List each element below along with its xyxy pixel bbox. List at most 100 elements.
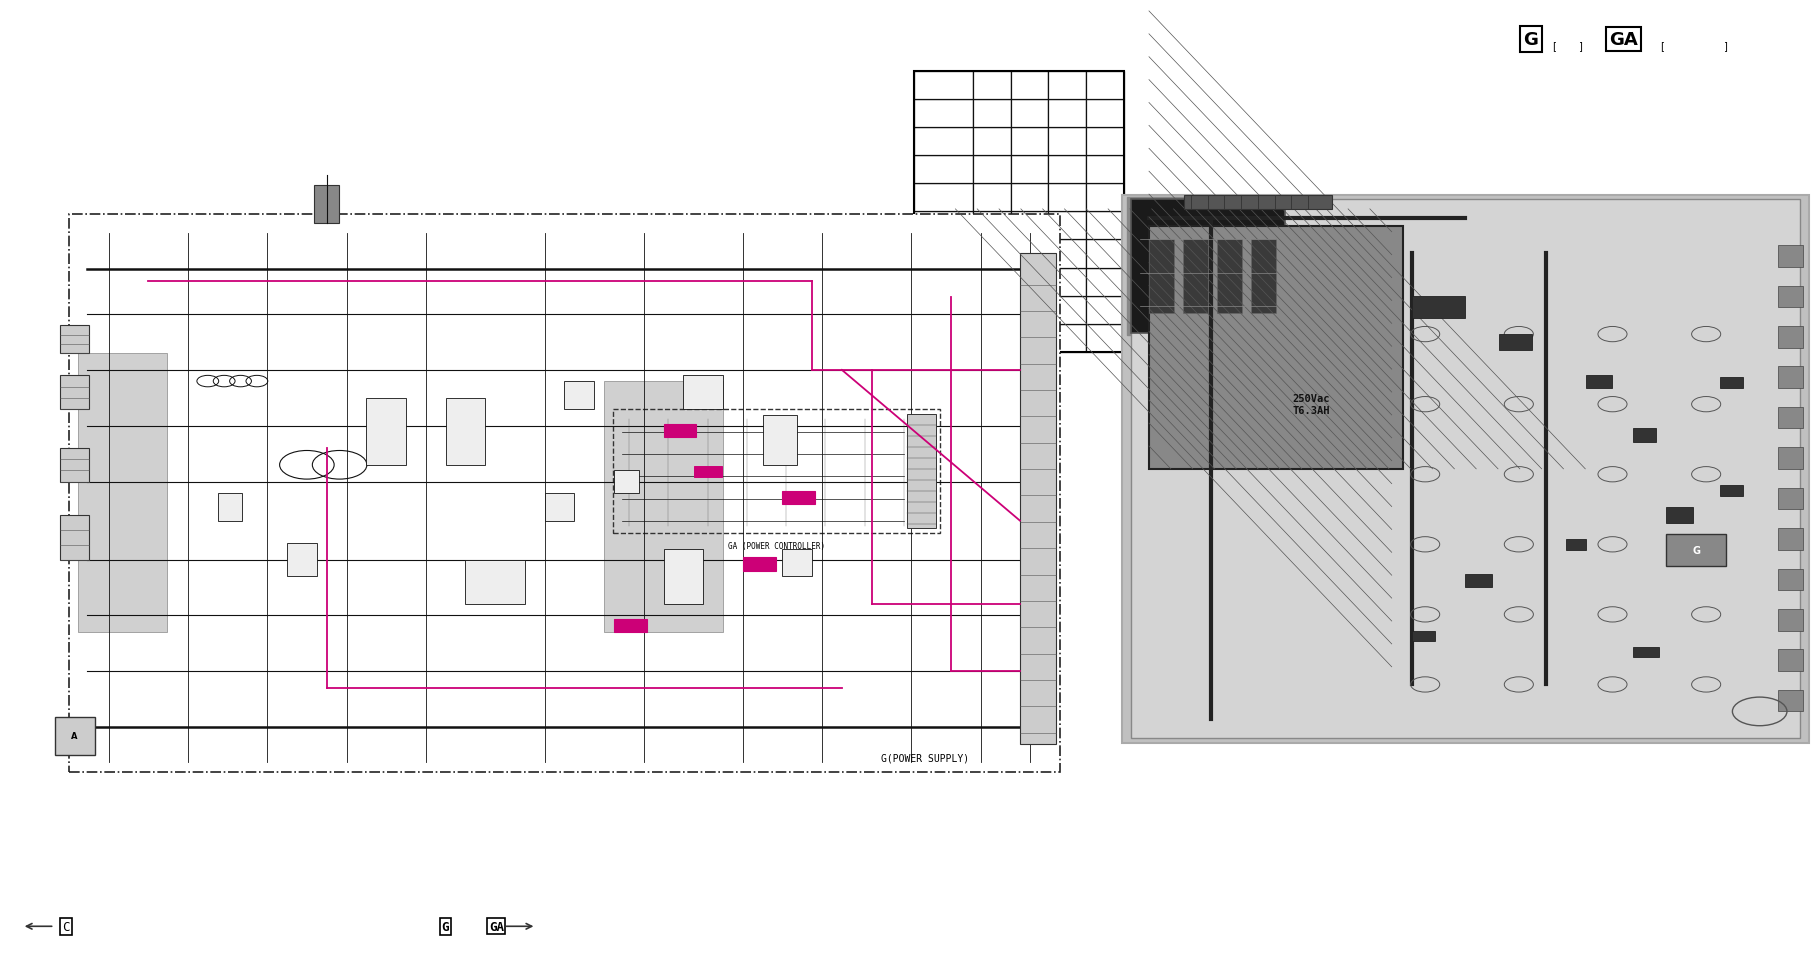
Bar — [1011, 71, 1049, 100]
Text: 250Vac
T6.3AH: 250Vac T6.3AH — [1293, 394, 1331, 416]
Bar — [914, 71, 973, 100]
Bar — [1131, 200, 1800, 739]
Bar — [664, 424, 696, 437]
Bar — [973, 71, 1011, 100]
Bar — [1020, 253, 1056, 744]
Bar — [1049, 156, 1085, 184]
Bar — [614, 471, 638, 494]
Text: GA: GA — [1609, 31, 1638, 49]
Text: G: G — [1523, 31, 1538, 49]
Text: G(POWER SUPPLY): G(POWER SUPPLY) — [882, 753, 969, 762]
Bar — [1085, 128, 1124, 155]
Text: G: G — [442, 920, 449, 933]
Bar — [694, 467, 722, 478]
Bar — [287, 543, 316, 577]
Bar — [1218, 240, 1242, 314]
Bar — [60, 376, 89, 410]
Bar — [1720, 377, 1743, 389]
Bar — [1778, 529, 1803, 550]
Bar — [914, 296, 973, 324]
Bar — [914, 184, 973, 213]
Bar — [1049, 324, 1085, 353]
Text: [: [ — [1553, 41, 1556, 51]
Bar — [1778, 286, 1803, 308]
Bar — [1085, 324, 1124, 353]
Bar — [973, 128, 1011, 155]
Bar — [1633, 647, 1660, 658]
Bar — [445, 398, 485, 465]
Bar — [1011, 324, 1049, 353]
Bar — [1049, 269, 1085, 296]
Bar — [914, 128, 973, 155]
Bar — [1778, 448, 1803, 470]
Bar — [914, 324, 973, 353]
Bar — [1184, 195, 1331, 210]
Bar — [1778, 488, 1803, 510]
Bar — [1085, 100, 1124, 128]
Bar — [1011, 269, 1049, 296]
Bar — [60, 449, 89, 482]
Bar — [1665, 507, 1693, 523]
Bar — [1778, 690, 1803, 712]
Bar — [973, 240, 1011, 269]
Bar — [55, 717, 95, 755]
Bar — [1127, 198, 1289, 335]
Bar — [1049, 296, 1085, 324]
Bar — [973, 213, 1011, 240]
Bar — [613, 410, 940, 534]
Bar — [60, 326, 89, 354]
Bar — [973, 296, 1011, 324]
Bar — [1778, 408, 1803, 429]
Bar — [914, 71, 1124, 353]
Bar — [914, 100, 973, 128]
Bar — [465, 560, 525, 605]
Bar — [1049, 240, 1085, 269]
Bar — [218, 494, 242, 521]
Bar — [1149, 240, 1174, 314]
Bar — [914, 156, 973, 184]
Bar — [762, 416, 798, 465]
Bar — [564, 382, 594, 410]
Bar — [1049, 100, 1085, 128]
Text: GA: GA — [489, 920, 504, 933]
Bar — [78, 354, 167, 633]
Bar — [973, 156, 1011, 184]
Bar — [1011, 128, 1049, 155]
Bar — [1085, 296, 1124, 324]
Bar — [1011, 240, 1049, 269]
Bar — [1465, 575, 1493, 588]
Bar — [973, 100, 1011, 128]
Bar — [69, 214, 1060, 772]
Bar — [782, 549, 813, 577]
Bar — [1633, 429, 1656, 442]
Bar — [973, 269, 1011, 296]
Bar — [744, 558, 776, 571]
Bar — [1149, 227, 1403, 470]
Bar — [1085, 184, 1124, 213]
Bar — [1665, 534, 1727, 566]
Bar — [1778, 569, 1803, 591]
Bar — [1049, 71, 1085, 100]
Bar — [1778, 367, 1803, 389]
Bar — [545, 494, 574, 521]
Bar — [1049, 184, 1085, 213]
Bar — [973, 184, 1011, 213]
Bar — [1565, 539, 1585, 550]
Bar — [315, 186, 340, 224]
Bar — [1011, 156, 1049, 184]
Bar — [914, 240, 973, 269]
Bar — [914, 269, 973, 296]
Bar — [1184, 240, 1209, 314]
Bar — [973, 324, 1011, 353]
Bar — [1011, 100, 1049, 128]
Text: C: C — [62, 920, 69, 933]
Bar — [365, 398, 405, 465]
Bar — [1011, 296, 1049, 324]
Bar — [69, 214, 1060, 772]
Bar — [907, 415, 936, 529]
Bar — [1011, 184, 1049, 213]
Text: [: [ — [1660, 41, 1663, 51]
Bar — [1585, 375, 1613, 389]
Bar — [604, 382, 724, 633]
Text: A: A — [71, 732, 78, 740]
